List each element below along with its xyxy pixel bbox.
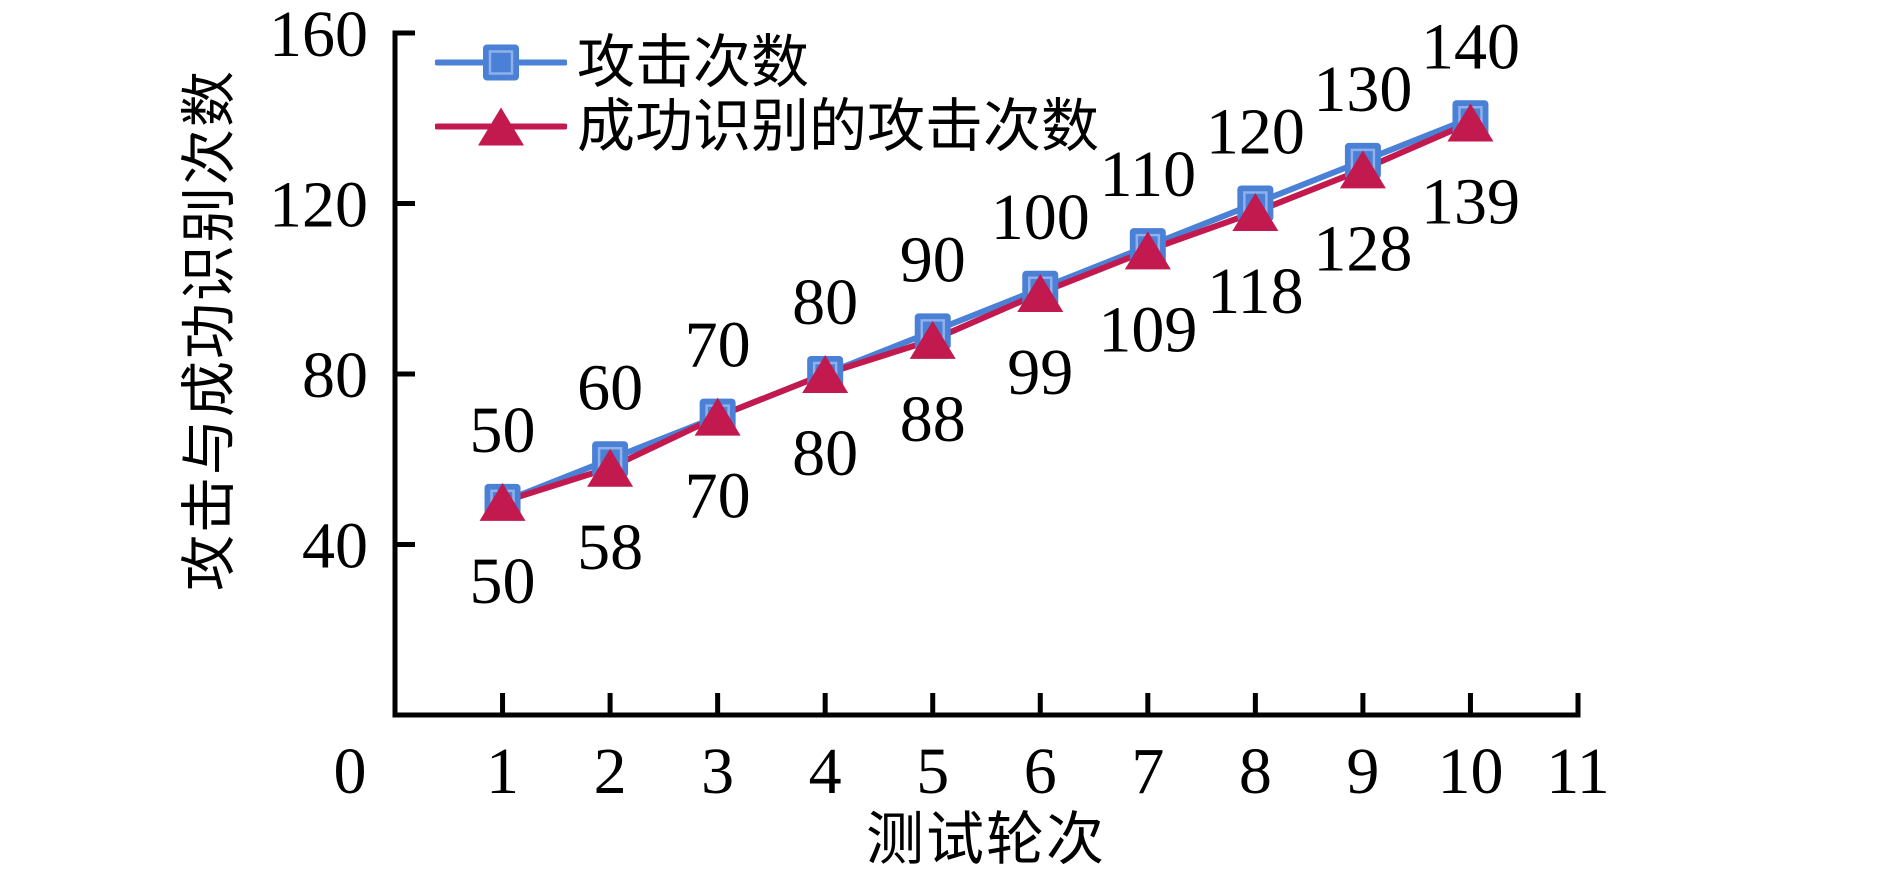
y-axis-title: 攻击与成功识别次数 <box>179 69 242 591</box>
x-tick-label: 4 <box>809 735 842 808</box>
y-tick-label: 40 <box>302 510 368 583</box>
data-label: 130 <box>1313 53 1412 126</box>
series-markers-1 <box>479 103 1494 521</box>
data-label: 109 <box>1098 293 1197 366</box>
legend-item-recognized-count: 成功识别的攻击次数 <box>435 96 1099 157</box>
x-axis-title: 测试轮次 <box>865 807 1107 872</box>
triangle-marker <box>1339 150 1386 189</box>
triangle-marker <box>587 448 634 487</box>
x-tick-label: 1 <box>486 735 519 808</box>
square-marker <box>483 44 519 81</box>
data-label: 80 <box>792 417 858 490</box>
data-label: 70 <box>685 460 751 533</box>
data-label: 118 <box>1207 255 1304 328</box>
x-axis-ticks: 0 1 2 3 4 5 6 7 8 9 10 11 <box>334 693 1610 808</box>
y-axis-ticks: 40 80 120 160 <box>269 0 415 583</box>
data-label: 58 <box>577 511 643 584</box>
x-tick-label: 5 <box>916 735 949 808</box>
series-line-0 <box>499 115 1474 505</box>
legend-label-attack-count: 攻击次数 <box>577 29 810 95</box>
x-tick-label: 10 <box>1437 735 1503 808</box>
series-line-1 <box>499 119 1474 505</box>
data-label: 110 <box>1100 138 1197 211</box>
data-label: 60 <box>577 351 643 424</box>
legend-label-recognized-count: 成功识别的攻击次数 <box>577 93 1100 159</box>
x-tick-label: 3 <box>701 735 734 808</box>
legend-triangle-marker-icon <box>435 107 567 146</box>
data-label: 88 <box>900 383 966 456</box>
x-tick-label: 9 <box>1346 735 1379 808</box>
x-tick-label: 7 <box>1131 735 1164 808</box>
data-label: 70 <box>685 309 751 382</box>
x-tick-label: 0 <box>334 735 367 808</box>
triangle-marker <box>802 355 849 393</box>
triangle-marker <box>1124 231 1171 270</box>
y-tick-label: 120 <box>269 169 368 242</box>
axis-lines <box>392 30 1581 718</box>
legend-item-attack-count: 攻击次数 <box>435 32 1099 93</box>
triangle-marker <box>1017 274 1064 313</box>
square-marker-inner-outline <box>488 50 514 75</box>
y-tick-label: 80 <box>302 339 368 412</box>
legend: 攻击次数 成功识别的攻击次数 <box>435 32 1099 157</box>
legend-square-marker-icon <box>435 44 567 81</box>
triangle-marker <box>909 320 956 359</box>
data-label: 128 <box>1313 212 1412 285</box>
data-label: 50 <box>470 394 536 467</box>
x-tick-label: 2 <box>594 735 627 808</box>
data-label: 50 <box>470 545 536 618</box>
data-label: 99 <box>1007 336 1073 409</box>
x-tick-label: 6 <box>1024 735 1057 808</box>
x-tick-label: 8 <box>1239 735 1272 808</box>
triangle-marker <box>479 482 526 521</box>
data-label: 120 <box>1206 96 1305 169</box>
data-label: 139 <box>1421 166 1520 239</box>
triangle-marker <box>1447 103 1494 142</box>
data-label: 140 <box>1421 10 1520 83</box>
triangle-marker <box>1232 193 1279 232</box>
data-label: 100 <box>991 181 1090 254</box>
triangle-marker <box>478 107 524 146</box>
y-tick-label: 160 <box>269 0 368 71</box>
triangle-marker <box>694 397 741 436</box>
x-tick-label: 11 <box>1546 735 1610 808</box>
data-label: 90 <box>900 223 966 296</box>
data-label: 80 <box>792 266 858 339</box>
axes <box>392 30 1581 718</box>
